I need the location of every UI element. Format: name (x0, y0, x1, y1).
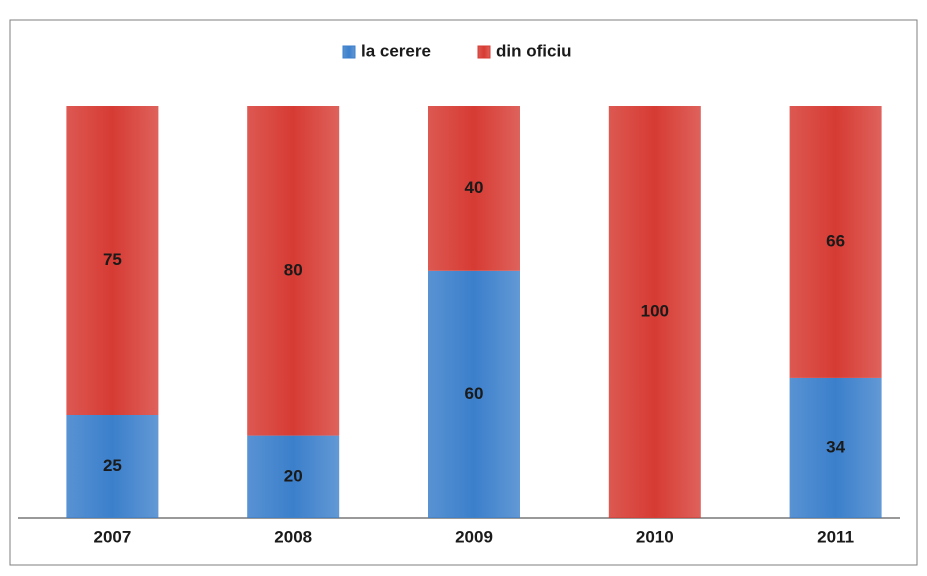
data-label: 20 (284, 466, 303, 485)
data-label: 60 (465, 384, 484, 403)
legend-swatch (477, 45, 491, 59)
legend-label: din oficiu (496, 41, 572, 60)
x-tick-label: 2011 (817, 527, 854, 546)
bar-segment (66, 106, 159, 415)
bar-segment (66, 415, 159, 518)
legend-swatch (342, 45, 356, 59)
data-label: 80 (284, 260, 303, 279)
data-label: 66 (826, 231, 845, 250)
bar-segment (247, 435, 340, 518)
data-label: 75 (103, 250, 122, 269)
data-label: 25 (103, 456, 122, 475)
data-label: 40 (465, 178, 484, 197)
data-label: 100 (641, 301, 669, 320)
x-tick-label: 2008 (274, 527, 312, 546)
x-tick-label: 2007 (93, 527, 131, 546)
x-tick-label: 2009 (455, 527, 493, 546)
x-tick-label: 2010 (636, 527, 674, 546)
bar-segment (608, 106, 701, 518)
data-label: 34 (826, 437, 845, 456)
bar-segment (247, 106, 340, 436)
legend-label: la cerere (361, 41, 431, 60)
bar-segment (428, 270, 520, 518)
bar-segment (789, 377, 882, 518)
bar-segment (789, 106, 882, 378)
bar-segment (428, 106, 520, 271)
